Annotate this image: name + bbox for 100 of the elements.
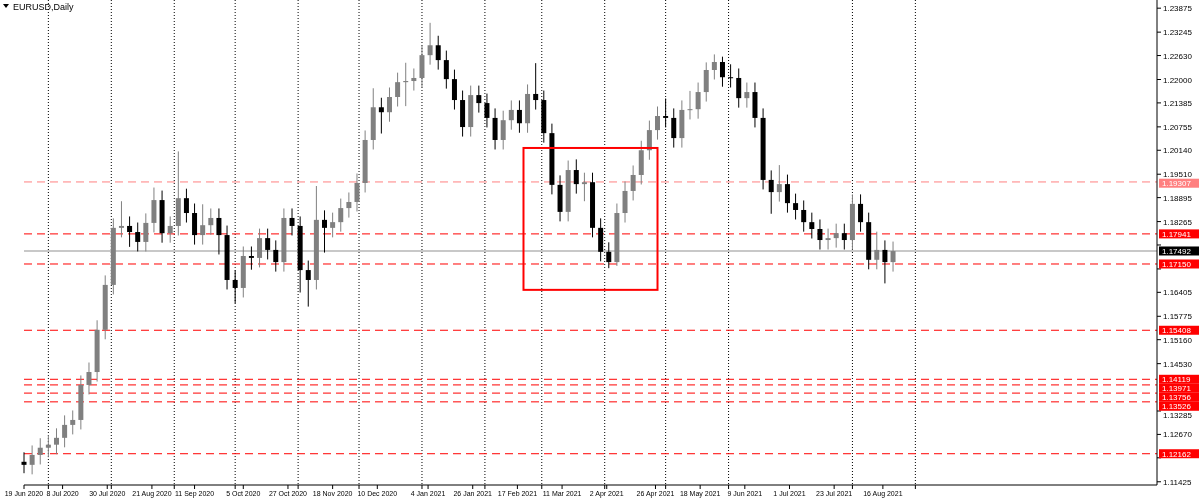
y-tick-label: 1.15775	[1163, 312, 1193, 322]
candlestick	[573, 158, 579, 195]
candlestick	[825, 228, 831, 251]
candlestick	[183, 188, 189, 224]
candlestick	[801, 199, 807, 233]
ref-line-label: 1.14119	[1162, 375, 1191, 385]
candlestick	[289, 207, 295, 236]
ref-line-label: 1.17150	[1162, 259, 1192, 269]
candlestick	[45, 434, 51, 458]
ref-line-label: 1.17492	[1162, 246, 1192, 256]
candlestick	[37, 437, 43, 465]
ref-line-label: 1.13526	[1162, 402, 1192, 412]
y-tick-label: 1.23245	[1163, 28, 1193, 38]
candlestick	[663, 98, 669, 128]
candlestick	[411, 67, 417, 92]
candlestick	[273, 239, 279, 273]
candlestick	[427, 22, 433, 66]
candlestick	[265, 228, 271, 260]
candlestick	[784, 174, 790, 214]
candlestick	[451, 69, 457, 111]
candlestick	[630, 164, 636, 201]
y-tick-label: 1.21385	[1163, 98, 1193, 108]
candlestick	[736, 67, 742, 109]
candlestick	[744, 82, 750, 109]
ref-line-label: 1.12162	[1162, 449, 1192, 459]
candlestick	[419, 45, 425, 88]
candlestick	[135, 222, 141, 252]
candlestick	[167, 215, 173, 244]
candlestick	[21, 451, 27, 474]
candlestick	[890, 241, 896, 273]
candlestick	[208, 207, 214, 236]
y-tick-label: 1.14530	[1163, 359, 1193, 369]
candlestick	[671, 107, 677, 149]
candlestick	[192, 203, 198, 246]
y-tick-label: 1.12670	[1163, 430, 1193, 440]
candlestick	[768, 169, 774, 215]
y-tick-label: 1.23875	[1163, 4, 1193, 14]
candlestick	[257, 228, 263, 268]
candlestick	[719, 56, 725, 88]
candlestick	[533, 62, 539, 111]
candlestick	[53, 427, 59, 455]
candlestick	[711, 53, 717, 80]
candlestick	[378, 97, 384, 135]
candlestick	[443, 50, 449, 90]
candlestick	[516, 99, 522, 134]
candlestick	[322, 209, 328, 254]
candlestick	[858, 193, 864, 233]
candlestick	[622, 180, 628, 224]
candlestick	[695, 82, 701, 120]
candlestick	[62, 414, 68, 448]
candlestick	[200, 203, 206, 246]
candlestick	[386, 86, 392, 123]
candlestick	[330, 212, 336, 238]
candlestick	[508, 99, 514, 131]
candlestick	[703, 61, 709, 103]
candlestick	[151, 187, 157, 233]
candlestick	[817, 218, 823, 251]
candlestick	[882, 239, 888, 284]
candlestick	[435, 35, 441, 71]
candlestick	[476, 85, 482, 114]
candlestick	[841, 223, 847, 251]
y-tick-label: 1.20755	[1163, 122, 1193, 132]
candlestick	[216, 207, 222, 255]
ref-line-label: 1.15408	[1162, 326, 1192, 336]
candlestick	[395, 72, 401, 108]
y-tick-label: 1.18895	[1163, 193, 1193, 203]
ref-line-label: 1.17941	[1162, 229, 1192, 239]
candlestick	[346, 191, 352, 219]
candlestick	[305, 260, 311, 308]
candlestick	[874, 231, 880, 270]
candlestick	[581, 172, 587, 202]
candlestick	[127, 215, 133, 248]
y-tick-label: 1.13285	[1163, 411, 1193, 421]
candlestick	[687, 90, 693, 120]
y-tick-label: 1.19510	[1163, 170, 1193, 180]
candlestick	[833, 223, 839, 249]
y-tick-label: 1.11425	[1163, 477, 1192, 487]
candlestick	[793, 193, 799, 220]
chart-title: EURUSD,Daily	[13, 2, 75, 12]
candlestick	[248, 245, 254, 271]
candlestick	[354, 172, 360, 212]
ref-line-label: 1.19307	[1162, 179, 1192, 189]
candlestick	[29, 444, 35, 475]
candlestick	[338, 198, 344, 233]
y-tick-label: 1.20140	[1163, 146, 1193, 156]
ref-line-label: 1.13756	[1162, 393, 1192, 403]
candlestick	[655, 106, 661, 141]
y-tick-label: 1.22630	[1163, 51, 1193, 61]
candlestick	[809, 212, 815, 240]
y-tick-label: 1.18265	[1163, 217, 1193, 227]
y-tick-label: 1.22000	[1163, 75, 1193, 85]
candlestick	[500, 110, 506, 150]
candlestick	[70, 409, 76, 435]
candlestick	[776, 164, 782, 203]
candlestick	[492, 107, 498, 150]
ref-line-label: 1.13971	[1162, 384, 1192, 394]
candlestick	[86, 362, 92, 395]
y-tick-label: 1.15160	[1163, 335, 1193, 345]
candlestick	[143, 212, 149, 252]
candlestick	[118, 200, 124, 238]
